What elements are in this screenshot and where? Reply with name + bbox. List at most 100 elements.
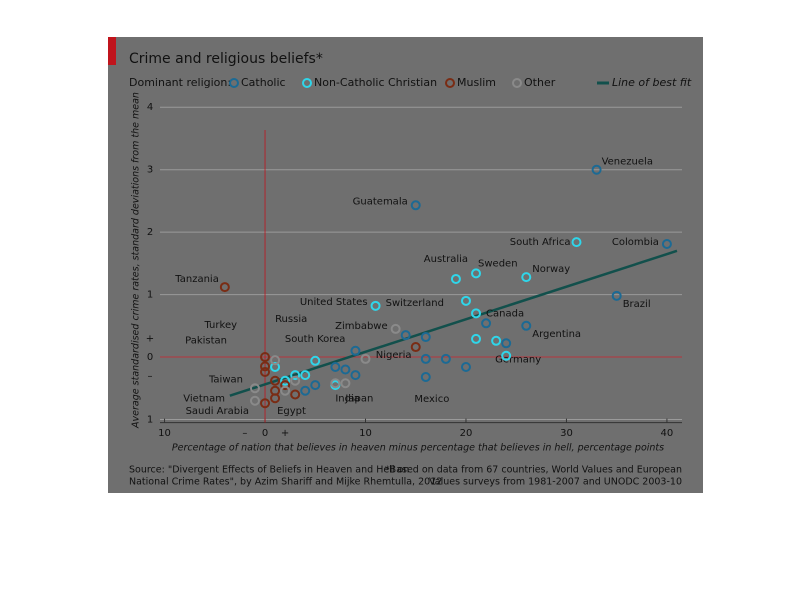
point xyxy=(501,350,512,361)
y-tick-label: 1 xyxy=(147,414,153,425)
y-tick-label: 0 xyxy=(147,352,153,363)
point xyxy=(420,372,431,383)
point-label: Japan xyxy=(344,393,373,404)
y-axis-label: Average standardised crime rates, standa… xyxy=(131,92,142,429)
point-label: Turkey xyxy=(203,320,237,331)
x-tick-label: 40 xyxy=(661,428,674,439)
point xyxy=(310,380,321,391)
x-sign-label: + xyxy=(281,428,289,439)
point-label: Nigeria xyxy=(376,350,412,361)
point xyxy=(270,375,281,386)
point xyxy=(390,323,401,334)
point xyxy=(249,383,260,394)
point-label: Australia xyxy=(424,254,468,265)
point xyxy=(521,272,532,283)
legend-marker xyxy=(445,78,455,88)
legend-label: Catholic xyxy=(241,76,286,89)
point xyxy=(481,318,492,329)
point xyxy=(450,273,461,284)
point-label: Tanzania xyxy=(174,274,219,285)
point-label: Zimbabwe xyxy=(335,321,388,332)
legend-label: Muslim xyxy=(457,76,496,89)
x-tick-label: 10 xyxy=(359,428,372,439)
point xyxy=(330,362,341,373)
source: Source: "Divergent Effects of Beliefs in… xyxy=(129,465,409,476)
legend-label: Line of best fit xyxy=(612,76,692,89)
point xyxy=(471,308,482,319)
point-label: Venezuela xyxy=(602,157,653,168)
point-label: Taiwan xyxy=(208,374,243,385)
point-label: United States xyxy=(300,297,368,308)
point-label: Germany xyxy=(495,354,541,365)
y-tick-label: 1 xyxy=(147,290,153,301)
point xyxy=(611,290,622,301)
point xyxy=(460,295,471,306)
y-tick-label: 4 xyxy=(147,102,153,113)
point-label: Sweden xyxy=(478,258,518,269)
point xyxy=(471,268,482,279)
point xyxy=(420,332,431,343)
point-label: India xyxy=(335,393,360,404)
point xyxy=(591,164,602,175)
point xyxy=(300,370,311,381)
point xyxy=(370,300,381,311)
point xyxy=(270,355,281,366)
point xyxy=(420,353,431,364)
point xyxy=(410,342,421,353)
point xyxy=(330,378,341,389)
legend-label: Other xyxy=(524,76,556,89)
legend-marker xyxy=(229,78,239,88)
point-label: Russia xyxy=(275,314,307,325)
y-sign-label: + xyxy=(146,333,154,344)
accent xyxy=(108,37,116,65)
point-label: Egypt xyxy=(277,406,306,417)
footnote: Values surveys from 1981-2007 and UNODC … xyxy=(429,477,682,488)
legend-marker xyxy=(302,78,312,88)
point xyxy=(249,395,260,406)
legend-marker xyxy=(512,78,522,88)
point xyxy=(260,367,271,378)
point xyxy=(460,362,471,373)
y-sign-label: – xyxy=(148,371,153,382)
point xyxy=(300,385,311,396)
point xyxy=(501,338,512,349)
point-label: Colombia xyxy=(612,237,659,248)
x-axis-label: Percentage of nation that believes in he… xyxy=(172,443,664,454)
point xyxy=(400,330,411,341)
point xyxy=(410,200,421,211)
point xyxy=(350,345,361,356)
point xyxy=(440,353,451,364)
y-tick-label: 2 xyxy=(147,227,153,238)
x-tick-label: 10 xyxy=(158,428,171,439)
point xyxy=(340,378,351,389)
point xyxy=(280,375,291,386)
y-tick-label: 3 xyxy=(147,165,153,176)
point xyxy=(340,364,351,375)
x-tick-label: 30 xyxy=(560,428,573,439)
point xyxy=(360,353,371,364)
x-tick-label: 0 xyxy=(262,428,268,439)
point-label: Mexico xyxy=(414,394,449,405)
footnote: *Based on data from 67 countries, World … xyxy=(385,465,682,476)
point-label: Pakistan xyxy=(185,335,227,346)
point-label: South Africa xyxy=(510,237,571,248)
point-label: Norway xyxy=(532,264,570,275)
point xyxy=(219,282,230,293)
point-label: South Korea xyxy=(285,334,346,345)
point-label: Argentina xyxy=(532,329,581,340)
point-label: Guatemala xyxy=(353,196,408,207)
point-label: Canada xyxy=(486,308,524,319)
source: National Crime Rates", by Azim Shariff a… xyxy=(129,477,442,488)
point xyxy=(471,333,482,344)
point xyxy=(571,237,582,248)
chart-title: Crime and religious beliefs* xyxy=(129,51,323,67)
point xyxy=(260,398,271,409)
point xyxy=(290,370,301,381)
point xyxy=(280,380,291,391)
point xyxy=(290,389,301,400)
x-tick-label: 20 xyxy=(460,428,473,439)
point-label: Saudi Arabia xyxy=(186,406,249,417)
legend-label: Non-Catholic Christian xyxy=(314,76,437,89)
point xyxy=(290,375,301,386)
point xyxy=(491,335,502,346)
